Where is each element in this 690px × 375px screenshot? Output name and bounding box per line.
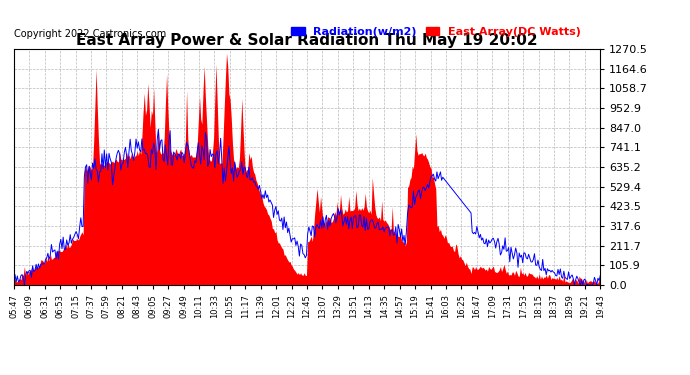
- Title: East Array Power & Solar Radiation Thu May 19 20:02: East Array Power & Solar Radiation Thu M…: [76, 33, 538, 48]
- Legend: Radiation(w/m2), East Array(DC Watts): Radiation(w/m2), East Array(DC Watts): [291, 27, 581, 37]
- Text: Copyright 2022 Cartronics.com: Copyright 2022 Cartronics.com: [14, 29, 166, 39]
